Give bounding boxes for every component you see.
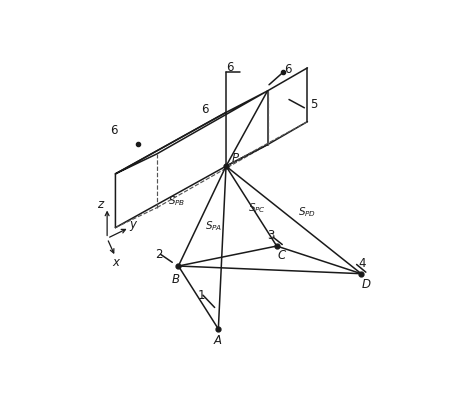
Text: $A$: $A$ [213,334,223,347]
Text: 6: 6 [284,63,291,76]
Text: $S_{PB}$: $S_{PB}$ [168,195,186,208]
Text: $S_{PC}$: $S_{PC}$ [248,201,266,215]
Text: $z$: $z$ [97,198,105,211]
Text: $S_{PD}$: $S_{PD}$ [298,205,316,219]
Text: 2: 2 [155,248,162,261]
Text: $B$: $B$ [171,273,181,286]
Text: $C$: $C$ [278,249,287,262]
Text: 4: 4 [358,257,366,270]
Text: $y$: $y$ [129,219,139,233]
Text: $P$: $P$ [231,152,240,165]
Text: 1: 1 [197,289,205,302]
Text: $x$: $x$ [112,257,121,269]
Text: $D$: $D$ [360,279,371,291]
Text: 6: 6 [110,124,117,137]
Text: $S_{PA}$: $S_{PA}$ [205,219,222,233]
Text: 6: 6 [226,61,234,74]
Text: 3: 3 [268,229,275,243]
Text: 6: 6 [201,103,208,116]
Text: 5: 5 [310,98,317,111]
